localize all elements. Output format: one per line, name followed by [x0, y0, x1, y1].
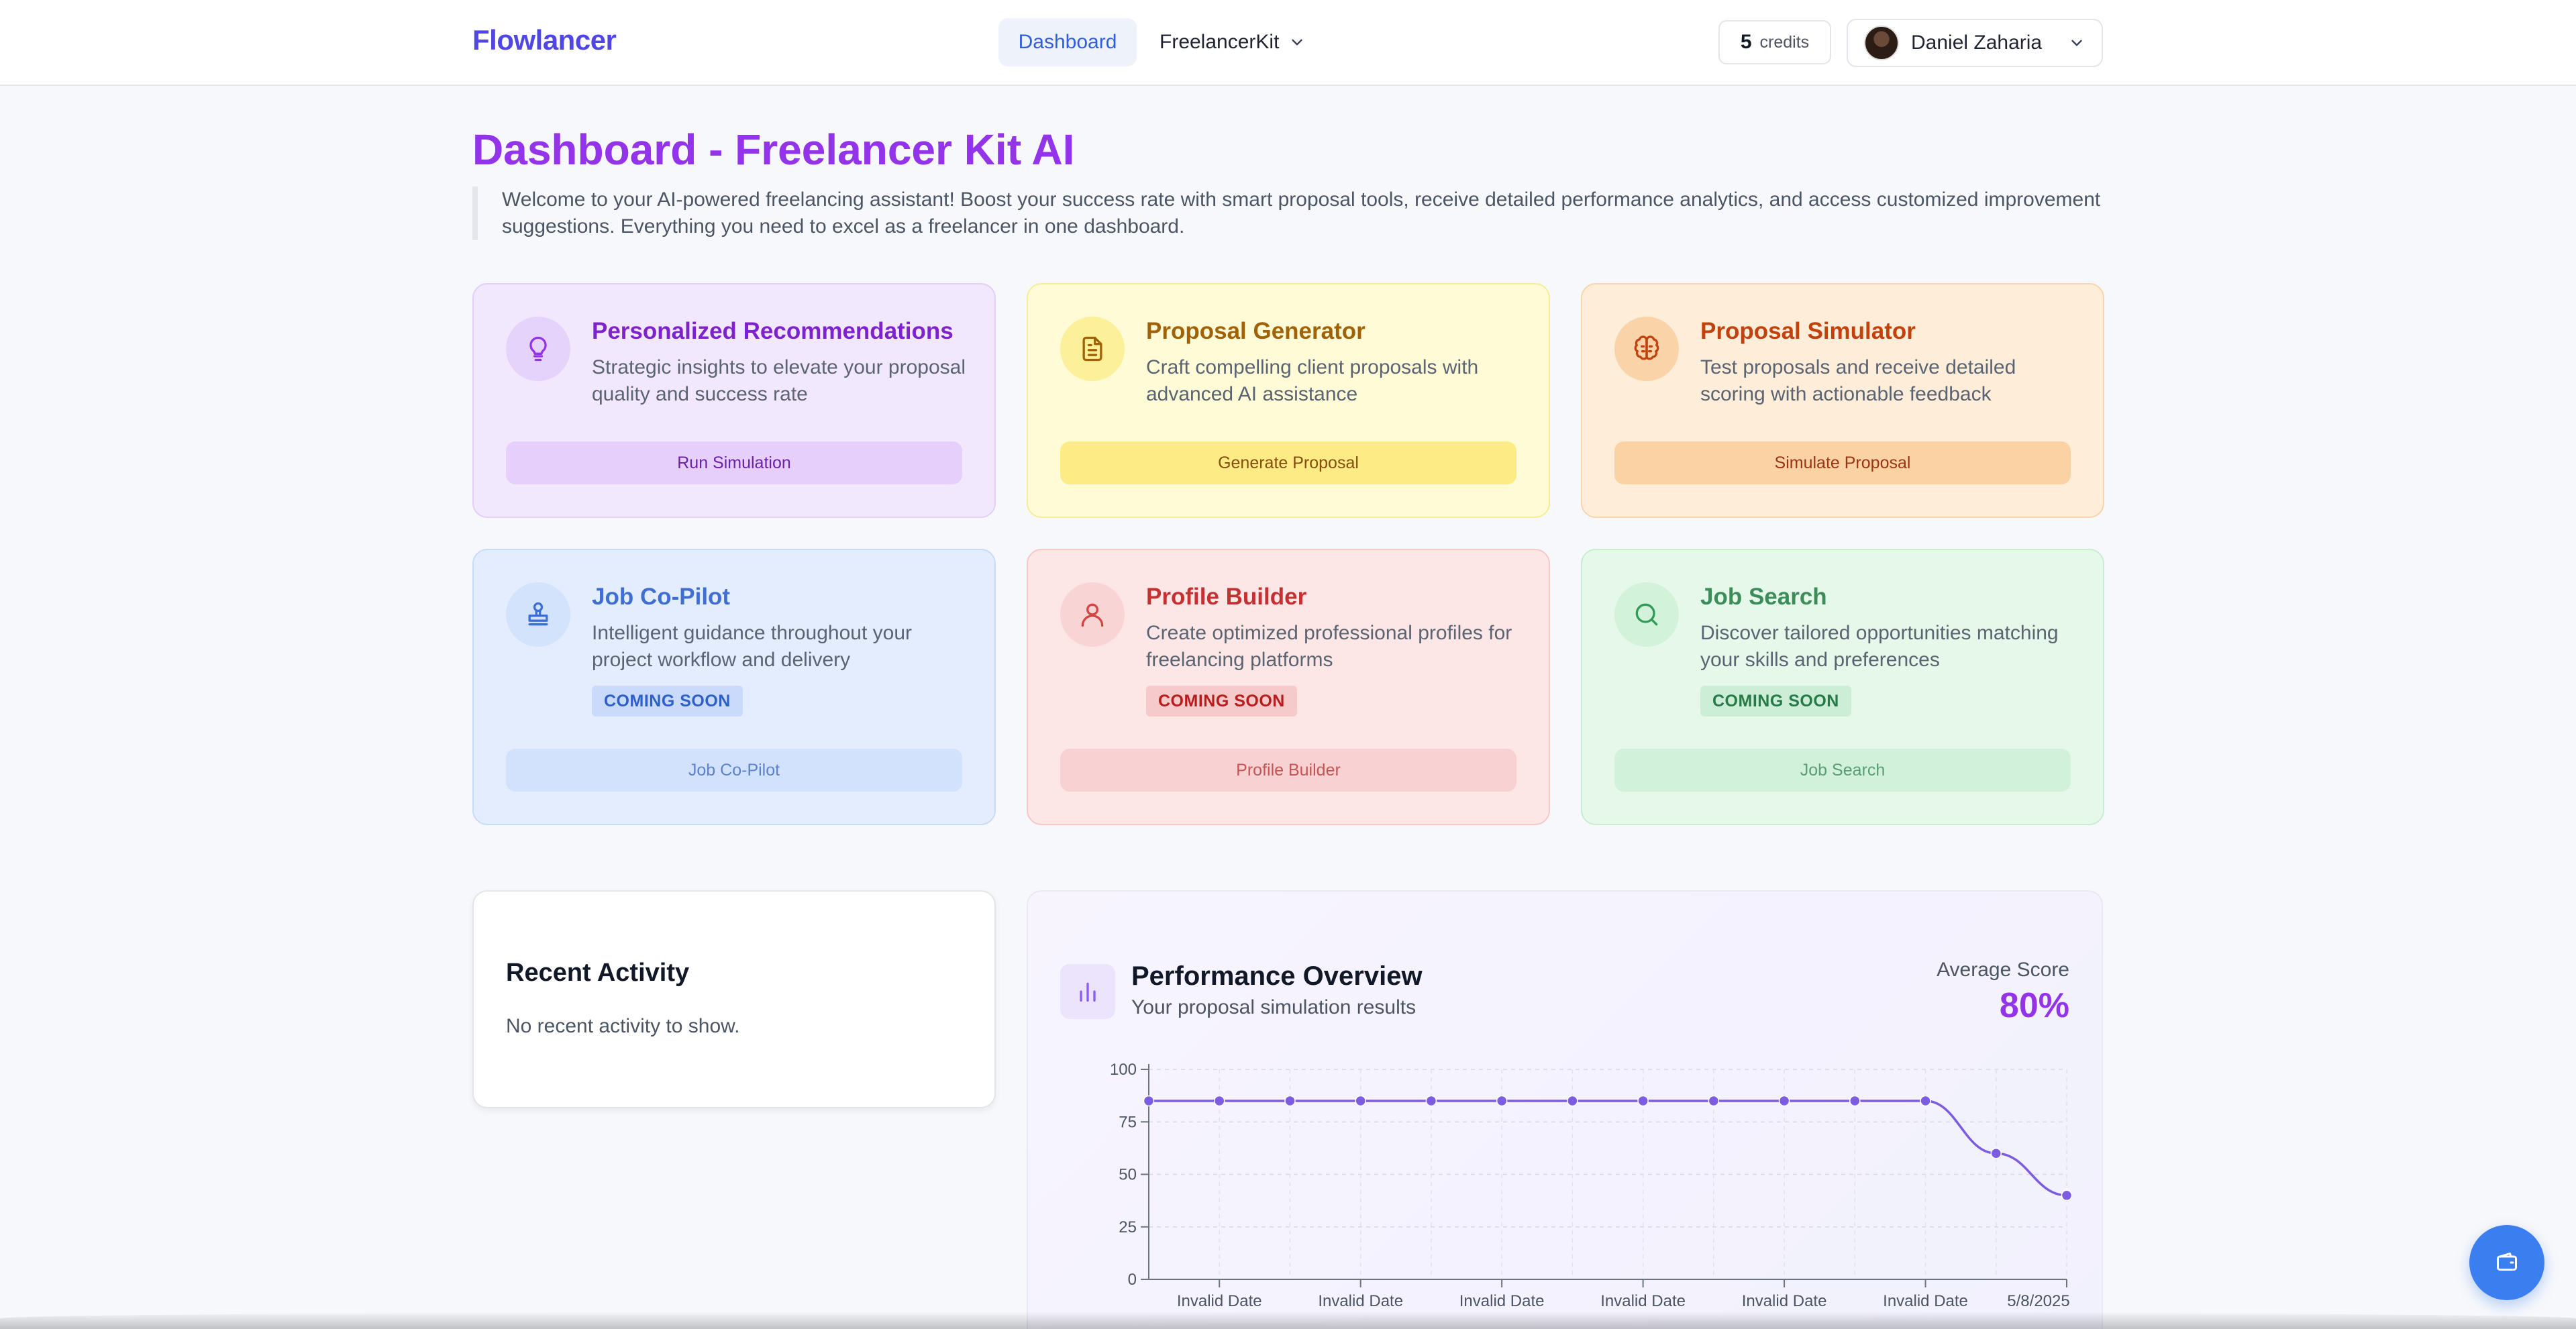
card-title: Proposal Generator [1146, 318, 1366, 344]
data-point [1496, 1095, 1508, 1107]
bar-chart-icon [1060, 964, 1115, 1019]
y-tick-label: 75 [1119, 1113, 1137, 1131]
credits-count: 5 [1740, 31, 1752, 53]
stamp-icon [506, 582, 570, 647]
card-title: Personalized Recommendations [592, 318, 954, 344]
coming-soon-badge: COMING SOON [592, 686, 743, 716]
x-tick-label: Invalid Date [1883, 1292, 1968, 1310]
recent-activity-empty-text: No recent activity to show. [506, 1015, 740, 1037]
brand-logo[interactable]: Flowlancer [472, 24, 617, 56]
x-tick-label: Invalid Date [1600, 1292, 1686, 1310]
performance-subtitle: Your proposal simulation results [1131, 996, 1416, 1018]
y-tick-label: 0 [1128, 1271, 1137, 1289]
credits-badge[interactable]: 5 credits [1718, 20, 1831, 64]
top-navbar: Flowlancer Dashboard FreelancerKit 5 cre… [0, 0, 2576, 86]
brain-icon [1614, 317, 1679, 381]
run-simulation-button[interactable]: Run Simulation [506, 441, 962, 484]
data-point [1567, 1095, 1578, 1107]
x-tick-label: Invalid Date [1742, 1292, 1827, 1310]
data-point [1637, 1095, 1649, 1107]
card-description: Intelligent guidance throughout your pro… [592, 622, 913, 671]
performance-title: Performance Overview [1131, 961, 1423, 991]
card-proposal-simulator: Proposal Simulator Test proposals and re… [1581, 283, 2104, 518]
recent-activity-panel: Recent Activity No recent activity to sh… [472, 890, 996, 1108]
y-tick-label: 25 [1119, 1218, 1137, 1236]
data-point [1213, 1095, 1225, 1107]
chevron-down-icon [1292, 39, 1303, 46]
coming-soon-badge: COMING SOON [1700, 686, 1851, 716]
user-icon [1060, 582, 1125, 647]
performance-line-chart: 0 25 50 75 100 Invalid Date Invalid Date Invali… [1110, 1061, 2073, 1310]
coming-soon-badge: COMING SOON [1146, 686, 1297, 716]
series-line [1149, 1100, 2067, 1197]
nav-freelancerkit-menu[interactable]: FreelancerKit [1160, 18, 1306, 66]
performance-overview-panel: Performance Overview Your proposal simul… [1027, 890, 2103, 1329]
data-point [1849, 1095, 1861, 1107]
card-profile-builder: Profile Builder Create optimized profess… [1027, 549, 1550, 825]
job-co-pilot-button[interactable]: Job Co-Pilot [506, 749, 962, 792]
bottom-drawer-shadow [0, 1312, 2576, 1329]
chevron-down-icon [2071, 40, 2082, 46]
wallet-icon [2497, 1253, 2517, 1271]
data-point [1284, 1095, 1296, 1107]
x-tick-label: 5/8/2025 [2007, 1292, 2069, 1310]
x-tick-label: Invalid Date [1177, 1292, 1262, 1310]
card-description: Strategic insights to elevate your propo… [592, 356, 966, 405]
search-icon [1614, 582, 1679, 647]
card-description: Test proposals and receive detailed scor… [1700, 356, 2016, 405]
average-score-value: 80% [1999, 986, 2069, 1025]
simulate-proposal-button[interactable]: Simulate Proposal [1614, 441, 2071, 484]
document-icon [1060, 317, 1125, 381]
data-point [1143, 1095, 1155, 1107]
x-tick-label: Invalid Date [1318, 1292, 1403, 1310]
card-title: Profile Builder [1146, 584, 1307, 610]
data-point [1778, 1095, 1790, 1107]
card-title: Proposal Simulator [1700, 318, 1916, 344]
card-description: Craft compelling client proposals with a… [1146, 356, 1479, 405]
profile-builder-button[interactable]: Profile Builder [1060, 749, 1516, 792]
user-name: Daniel Zaharia [1911, 32, 2043, 54]
card-title: Job Co-Pilot [592, 584, 731, 610]
user-menu[interactable]: Daniel Zaharia [1847, 19, 2103, 67]
data-point [1425, 1095, 1437, 1107]
job-search-button[interactable]: Job Search [1614, 749, 2071, 792]
card-job-search: Job Search Discover tailored opportuniti… [1581, 549, 2104, 825]
nav-freelancerkit-label: FreelancerKit [1160, 31, 1280, 53]
lightbulb-icon [506, 317, 570, 381]
page-intro: Welcome to your AI-powered freelancing a… [472, 187, 2103, 240]
card-job-co-pilot: Job Co-Pilot Intelligent guidance throug… [472, 549, 996, 825]
card-title: Job Search [1700, 584, 1827, 610]
wallet-fab-button[interactable] [2469, 1225, 2544, 1300]
data-point [1355, 1095, 1366, 1107]
card-personalized-recommendations: Personalized Recommendations Strategic i… [472, 283, 996, 518]
y-tick-label: 50 [1119, 1166, 1137, 1184]
page-title: Dashboard - Freelancer Kit AI [472, 125, 1075, 174]
data-point [1920, 1095, 1931, 1107]
average-score-label: Average Score [1937, 959, 2069, 981]
recent-activity-title: Recent Activity [506, 959, 690, 987]
x-tick-label: Invalid Date [1459, 1292, 1545, 1310]
card-description: Discover tailored opportunities matching… [1700, 622, 2059, 671]
card-proposal-generator: Proposal Generator Craft compelling clie… [1027, 283, 1550, 518]
y-tick-label: 100 [1110, 1061, 1137, 1079]
generate-proposal-button[interactable]: Generate Proposal [1060, 441, 1516, 484]
data-point [1990, 1147, 2002, 1159]
data-point [2061, 1189, 2073, 1202]
credits-label: credits [1759, 32, 1810, 52]
data-point [1708, 1095, 1720, 1107]
avatar [1864, 25, 1899, 60]
nav-dashboard-link[interactable]: Dashboard [998, 18, 1137, 66]
card-description: Create optimized professional profiles f… [1146, 622, 1512, 671]
